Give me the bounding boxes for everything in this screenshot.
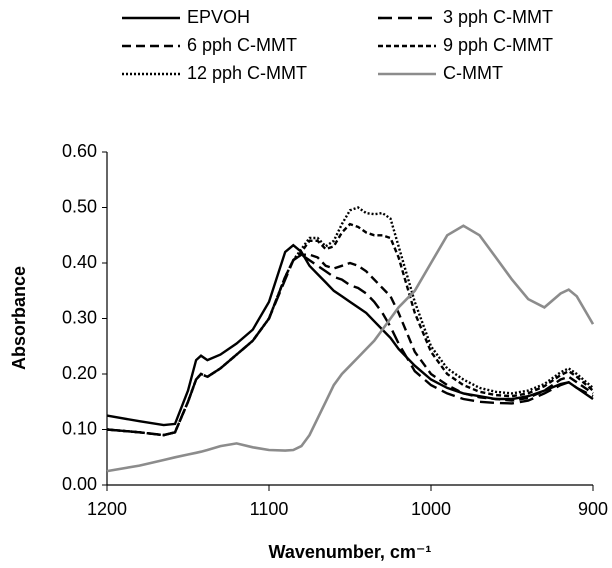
legend-label: 12 pph C-MMT bbox=[187, 63, 307, 83]
y-tick-label: 0.30 bbox=[62, 307, 97, 327]
legend-label: 3 pph C-MMT bbox=[443, 7, 553, 27]
y-tick-label: 0.10 bbox=[62, 418, 97, 438]
x-tick-label: 1200 bbox=[87, 499, 127, 519]
x-tick-label: 1100 bbox=[250, 499, 289, 519]
legend-label: 9 pph C-MMT bbox=[443, 35, 553, 55]
legend-label: EPVOH bbox=[187, 7, 250, 27]
series-line bbox=[106, 206, 594, 437]
y-tick-label: 0.20 bbox=[62, 363, 97, 383]
y-tick-label: 0.50 bbox=[62, 196, 97, 216]
legend-label: 6 pph C-MMT bbox=[187, 35, 297, 55]
x-axis-title: Wavenumber, cm⁻¹ bbox=[269, 542, 432, 562]
series-line bbox=[106, 243, 594, 427]
legend-label: C-MMT bbox=[443, 63, 503, 83]
x-tick-label: 900 bbox=[578, 499, 608, 519]
y-tick-label: 0.00 bbox=[62, 474, 97, 494]
x-tick-label: 1000 bbox=[411, 499, 451, 519]
series-line bbox=[106, 224, 595, 473]
series-line bbox=[106, 253, 594, 437]
y-tick-label: 0.60 bbox=[62, 141, 97, 161]
series-line bbox=[106, 222, 594, 437]
y-axis-title: Absorbance bbox=[9, 266, 29, 370]
series-line bbox=[106, 253, 594, 437]
y-tick-label: 0.40 bbox=[62, 252, 97, 272]
